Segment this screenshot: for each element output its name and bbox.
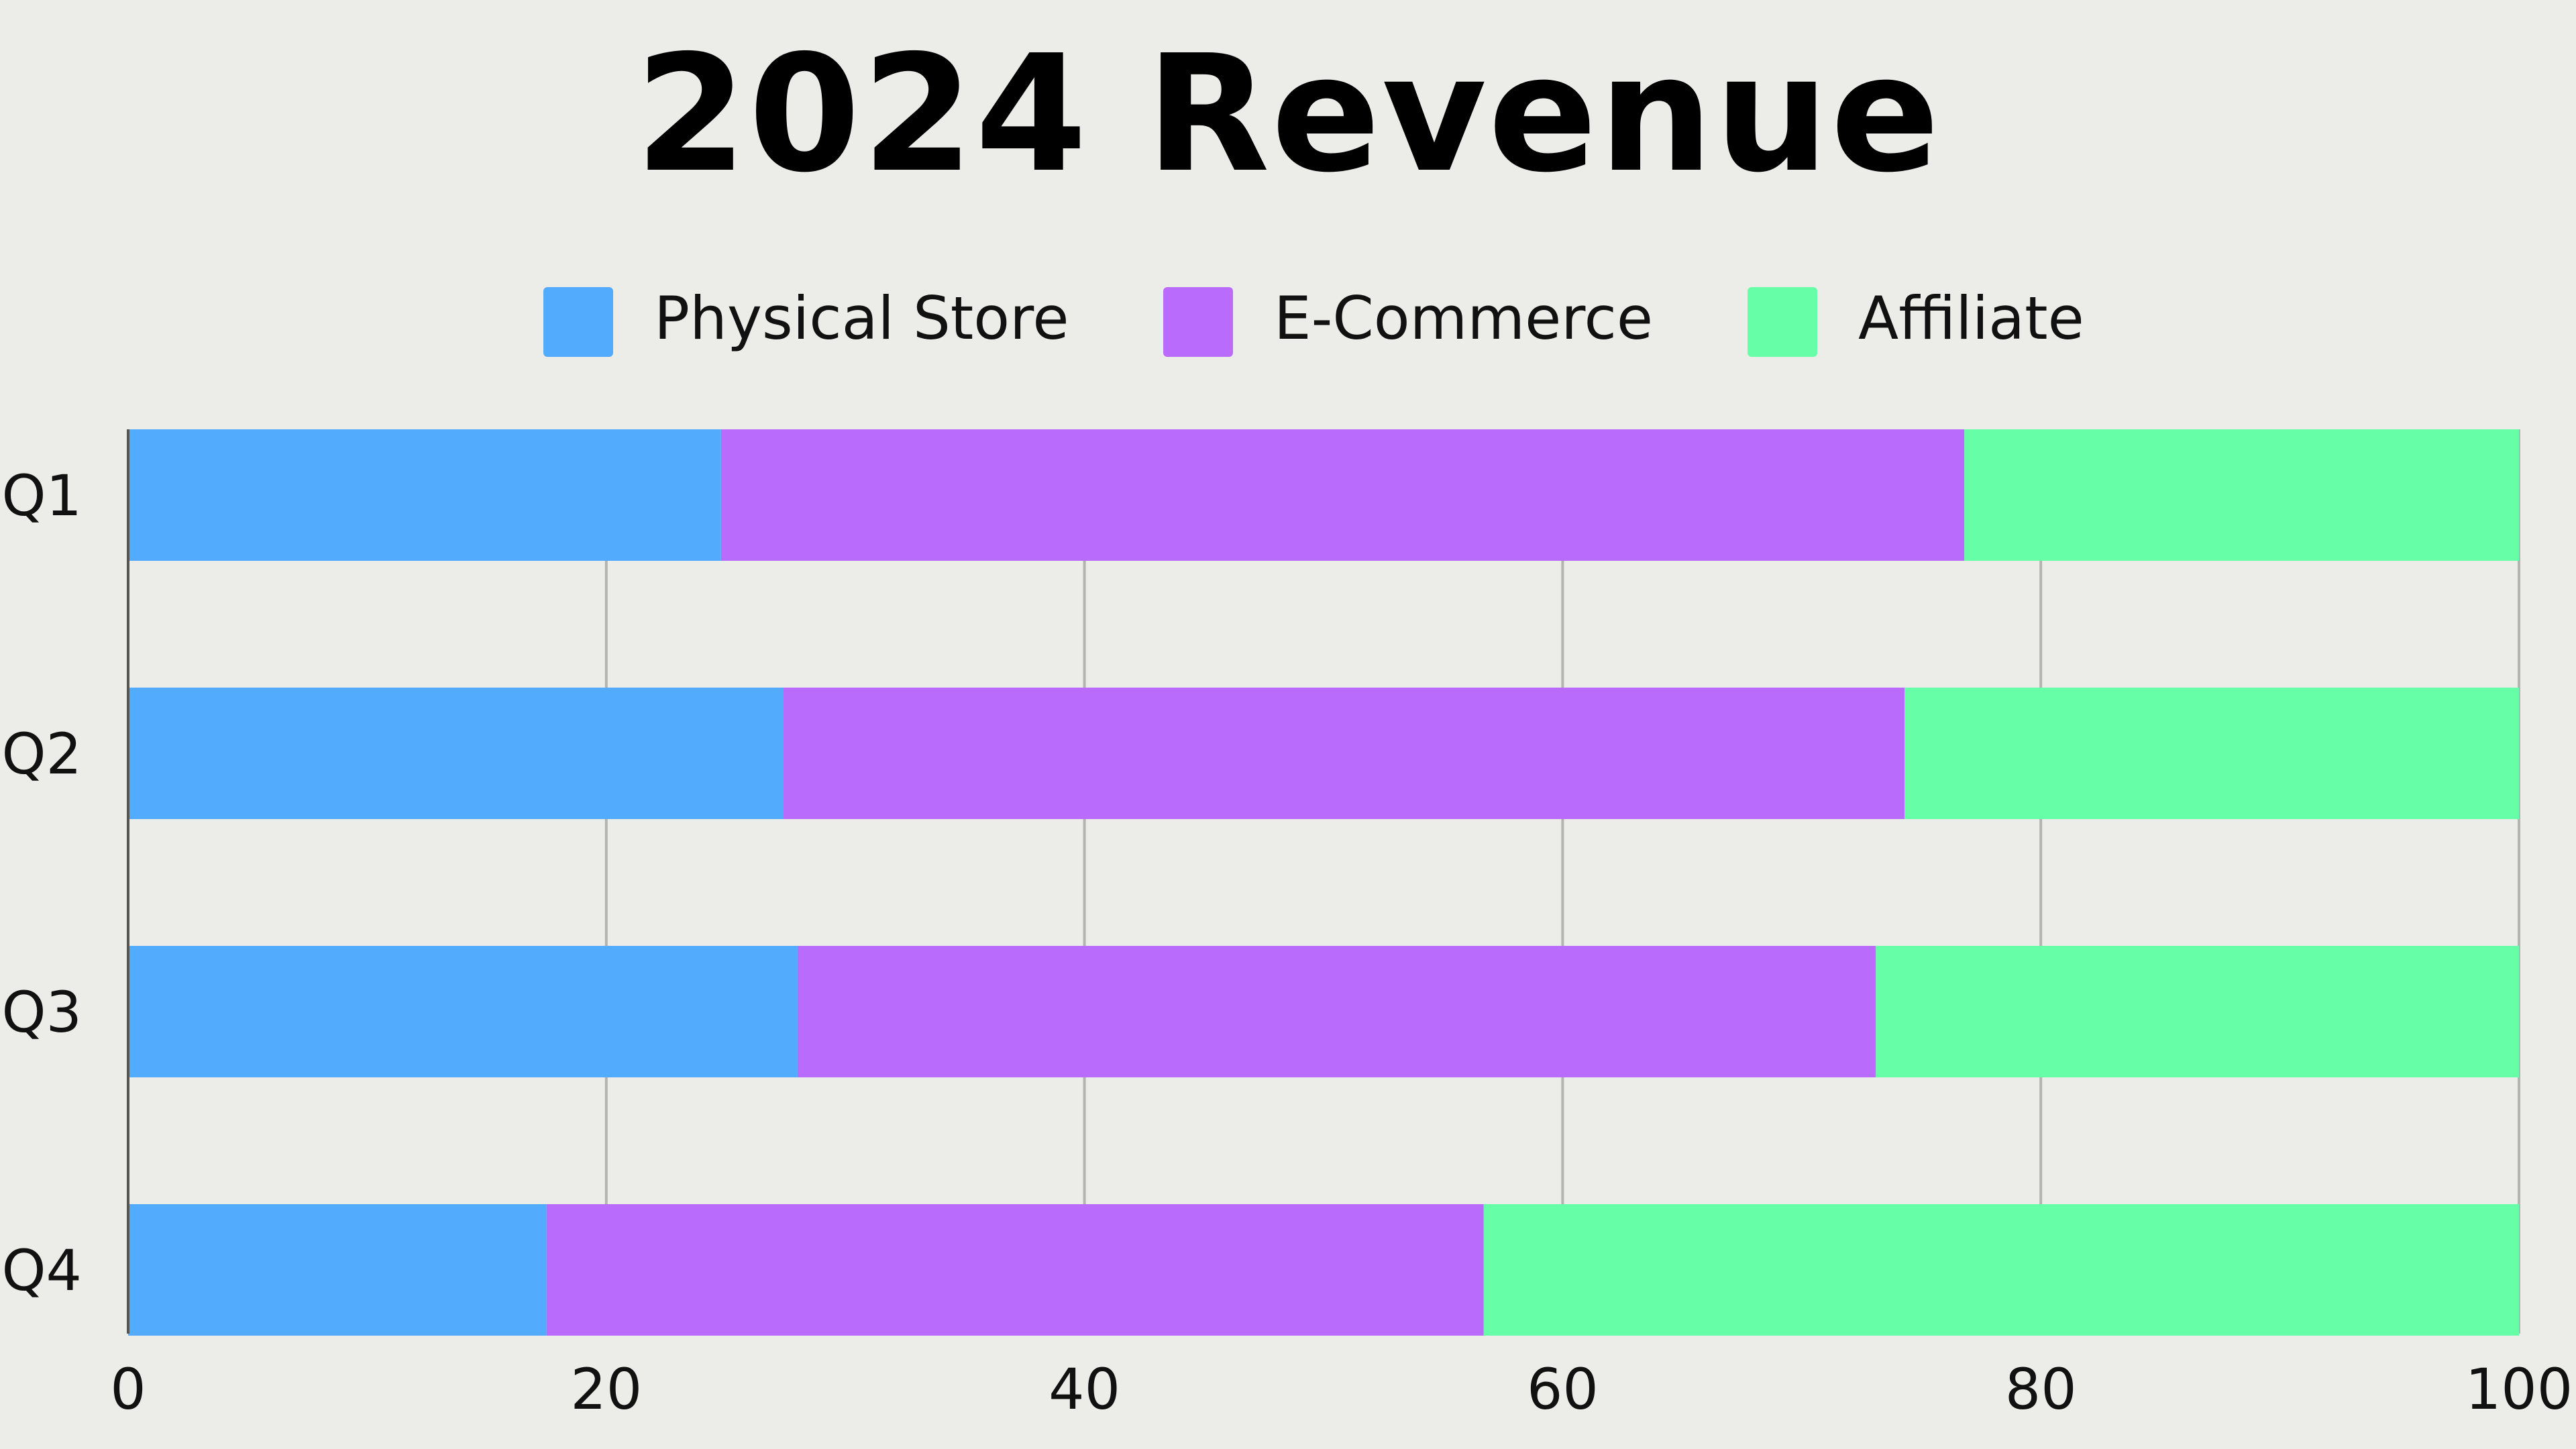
- x-tick-label-0: 0: [110, 1356, 146, 1422]
- x-tick-label-100: 100: [2465, 1356, 2573, 1422]
- bar-q1-affiliate: [1964, 429, 2519, 561]
- bar-q2-affiliate: [1904, 688, 2519, 819]
- x-tick-label-40: 40: [1049, 1356, 1120, 1422]
- x-tick-label-20: 20: [570, 1356, 642, 1422]
- bar-q3-affiliate: [1876, 946, 2519, 1077]
- bar-q4-physical-store: [128, 1204, 547, 1336]
- bar-q1-physical-store: [128, 429, 721, 561]
- category-label-q4: Q4: [1, 1238, 82, 1303]
- bar-q1-e-commerce: [720, 429, 1965, 561]
- bar-q4-e-commerce: [546, 1204, 1484, 1336]
- legend-label-e-commerce: E-Commerce: [1274, 284, 1653, 353]
- x-tick-label-80: 80: [2005, 1356, 2077, 1422]
- legend-swatch-physical-store: [543, 287, 613, 357]
- gridlines: [604, 429, 2520, 1334]
- legend-swatch-affiliate: [1748, 287, 1817, 357]
- bar-q2-physical-store: [128, 688, 784, 819]
- chart-title: 2024 Revenue: [635, 20, 1941, 208]
- axis-labels: Q1 Q2 Q3 Q4 0 20 40 60 80 100: [1, 463, 2573, 1422]
- bars: [128, 429, 2519, 1336]
- category-label-q3: Q3: [1, 979, 82, 1045]
- x-tick-label-60: 60: [1527, 1356, 1599, 1422]
- category-label-q1: Q1: [1, 463, 82, 529]
- legend-swatch-e-commerce: [1163, 287, 1233, 357]
- legend-label-physical-store: Physical Store: [654, 284, 1069, 353]
- bar-q4-affiliate: [1483, 1204, 2519, 1336]
- category-label-q2: Q2: [1, 721, 82, 787]
- bar-q3-e-commerce: [797, 946, 1876, 1077]
- legend-label-affiliate: Affiliate: [1858, 284, 2084, 353]
- bar-q3-physical-store: [128, 946, 798, 1077]
- bar-q2-e-commerce: [783, 688, 1905, 819]
- legend: Physical Store E-Commerce Affiliate: [0, 282, 2576, 357]
